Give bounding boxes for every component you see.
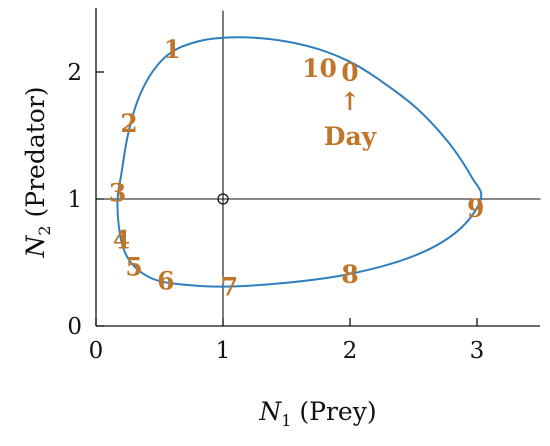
equilibrium-point xyxy=(217,193,229,205)
equilibrium-crosshair xyxy=(96,10,541,326)
y-tick-label: 2 xyxy=(67,60,82,86)
day-labels: 0 1 2 3 45 6 7 8 9 10 xyxy=(109,35,485,301)
y-tick-label: 0 xyxy=(67,314,82,340)
day-label-1: 1 xyxy=(163,35,180,64)
x-tick-label: 0 xyxy=(89,338,104,364)
day-label-4: 4 xyxy=(113,226,130,255)
x-tick-label: 1 xyxy=(216,338,231,364)
day-label-5: 5 xyxy=(125,252,142,281)
x-tick-label: 2 xyxy=(343,338,358,364)
day-label-8: 8 xyxy=(341,260,358,289)
y-axis-title: N2 (Predator) xyxy=(21,86,54,258)
day-label-7: 7 xyxy=(221,273,238,302)
orbit-curve xyxy=(116,36,483,288)
day-label-2: 2 xyxy=(120,109,137,138)
day-label-6: 6 xyxy=(157,266,174,295)
axes xyxy=(95,8,540,327)
day-label-3: 3 xyxy=(109,179,126,208)
ticks: 0 1 2 3 0 1 2 xyxy=(67,60,484,364)
day-label-0: 0 xyxy=(341,58,358,87)
x-axis-title: N1 (Prey) xyxy=(258,397,376,430)
day-annotation-text: Day xyxy=(324,122,378,151)
day-arrow: ↑ xyxy=(340,87,361,116)
day-label-9: 9 xyxy=(467,194,484,223)
day-annotation: ↑ Day xyxy=(324,87,378,151)
y-tick-label: 1 xyxy=(67,187,82,213)
day-label-10: 10 xyxy=(302,54,337,83)
x-tick-label: 3 xyxy=(470,338,485,364)
